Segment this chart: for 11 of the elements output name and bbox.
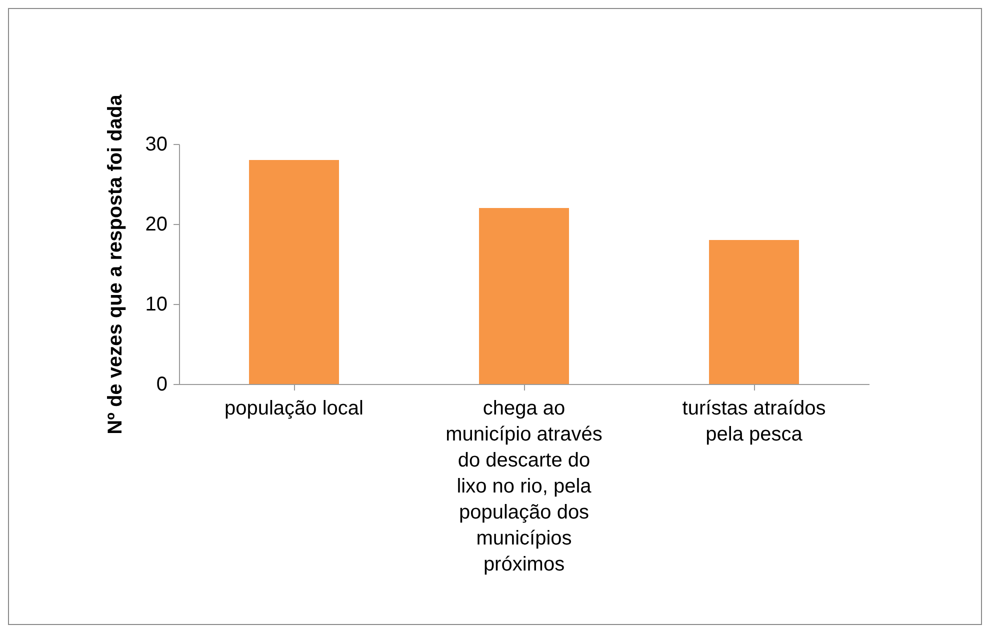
y-tick-label: 0 xyxy=(156,374,168,396)
x-tick-label: população local xyxy=(224,398,364,420)
bar xyxy=(479,208,569,384)
y-tick-label: 30 xyxy=(145,134,168,156)
y-axis-title: Nº de vezes que a resposta foi dada xyxy=(104,94,126,434)
bar xyxy=(709,240,799,384)
x-tick-label: chega ao município através do descarte do lixo no rio, pela população dos municípios próximos xyxy=(446,398,602,576)
y-tick-label: 10 xyxy=(145,294,168,316)
bar xyxy=(249,160,339,384)
x-tick-label: turístas atraídos pela pesca xyxy=(682,398,826,446)
y-tick-label: 20 xyxy=(145,214,168,236)
